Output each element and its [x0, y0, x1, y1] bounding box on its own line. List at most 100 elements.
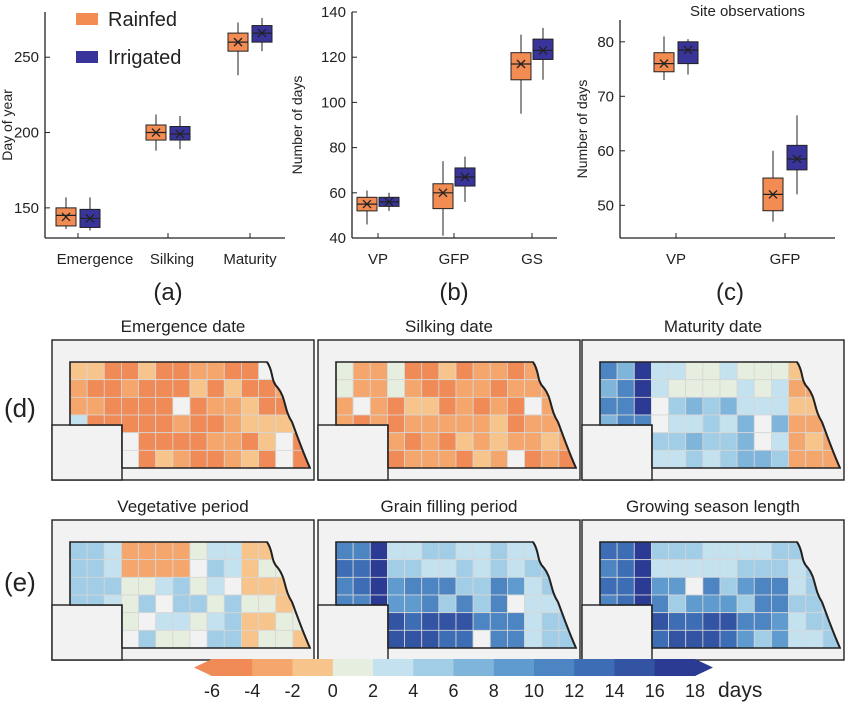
county-cell [404, 449, 423, 468]
county-cell [719, 576, 738, 596]
county-cell [651, 396, 669, 416]
county-cell [600, 362, 618, 381]
colorbar-swatch [574, 659, 615, 676]
county-cell [223, 396, 242, 416]
colorbar-unit: days [718, 679, 762, 702]
county-cell [771, 432, 789, 451]
colorbar-tick-label: -6 [204, 681, 220, 701]
county-cell [404, 362, 423, 381]
county-cell [489, 542, 508, 561]
county-cell [651, 629, 669, 648]
county-cell [172, 576, 191, 596]
panel-label-c: (c) [716, 279, 744, 305]
map-title: Silking date [405, 317, 493, 336]
colorbar-tick-label: 14 [604, 681, 624, 701]
county-cell [438, 379, 457, 398]
category-label: Maturity [223, 251, 277, 268]
county-cell [736, 449, 755, 468]
county-cell [633, 379, 652, 398]
county-cell [702, 559, 721, 578]
county-cell [771, 559, 789, 578]
colorbar-arrow-high [695, 659, 713, 676]
county-cell [753, 362, 772, 381]
county-cell [155, 629, 174, 648]
box-body [653, 52, 675, 73]
county-cell [771, 362, 789, 381]
river-border [266, 361, 311, 469]
county-cell [489, 379, 508, 398]
county-cell [206, 542, 225, 561]
county-cell [736, 379, 755, 398]
county-cell [258, 629, 277, 648]
county-cell [121, 629, 139, 648]
category-label: VP [368, 251, 388, 268]
county-cell [719, 414, 738, 434]
map-panel-silking [317, 339, 581, 481]
county-cell [616, 362, 635, 381]
county-cell [472, 542, 491, 561]
county-cell [438, 414, 457, 434]
county-cell [387, 449, 405, 468]
county-cell [352, 559, 371, 578]
county-cell [489, 594, 508, 614]
box-irrigated-vp [677, 39, 699, 75]
county-cell [507, 542, 525, 561]
county-cell [206, 396, 225, 416]
map-panel-vegetative [51, 519, 315, 661]
county-cell [668, 559, 687, 578]
county-cell [753, 414, 772, 434]
county-cell [600, 576, 618, 596]
y-axis-label: Number of days [289, 76, 305, 175]
county-cell [241, 576, 259, 596]
county-cell [736, 576, 755, 596]
county-cell [206, 379, 225, 398]
county-cell [489, 559, 508, 578]
county-cell [387, 559, 405, 578]
county-cell [223, 362, 242, 381]
county-cell [489, 432, 508, 451]
neighbor-state [51, 604, 123, 661]
county-cell [702, 594, 721, 614]
county-cell [719, 559, 738, 578]
county-cell [771, 612, 789, 631]
county-cell [121, 362, 139, 381]
box-plot-panel-a: 150 200 250 Day of year Emergence Silking Matu… [0, 9, 285, 305]
county-cell [275, 629, 294, 648]
county-cell [86, 396, 105, 416]
county-cell [138, 612, 157, 631]
county-cell [138, 559, 157, 578]
colorbar-tick-label: 8 [489, 681, 499, 701]
river-border [532, 361, 577, 469]
county-cell [421, 629, 440, 648]
county-cell [138, 594, 157, 614]
county-cell [771, 542, 789, 561]
county-cell [352, 396, 371, 416]
county-cell [86, 362, 105, 381]
county-cell [438, 612, 457, 631]
river-border [796, 361, 841, 469]
county-cell [421, 414, 440, 434]
category-label: GS [521, 251, 543, 268]
colorbar-swatch [212, 659, 253, 676]
county-cell [771, 629, 789, 648]
mean-marker [460, 172, 470, 182]
county-cell [103, 379, 122, 398]
county-cell [172, 542, 191, 561]
county-cell [189, 594, 208, 614]
county-cell [472, 559, 491, 578]
county-cell [685, 594, 704, 614]
map-title: Growing season length [626, 497, 800, 516]
county-cell [788, 594, 807, 614]
county-cell [524, 594, 543, 614]
county-cell [736, 396, 755, 416]
county-cell [155, 379, 174, 398]
county-cell [121, 449, 139, 468]
county-cell [172, 379, 191, 398]
county-cell [352, 379, 371, 398]
county-cell [651, 542, 669, 561]
county-cell [736, 362, 755, 381]
county-cell [788, 432, 807, 451]
county-cell [719, 432, 738, 451]
county-cell [600, 559, 618, 578]
county-cell [438, 449, 457, 468]
